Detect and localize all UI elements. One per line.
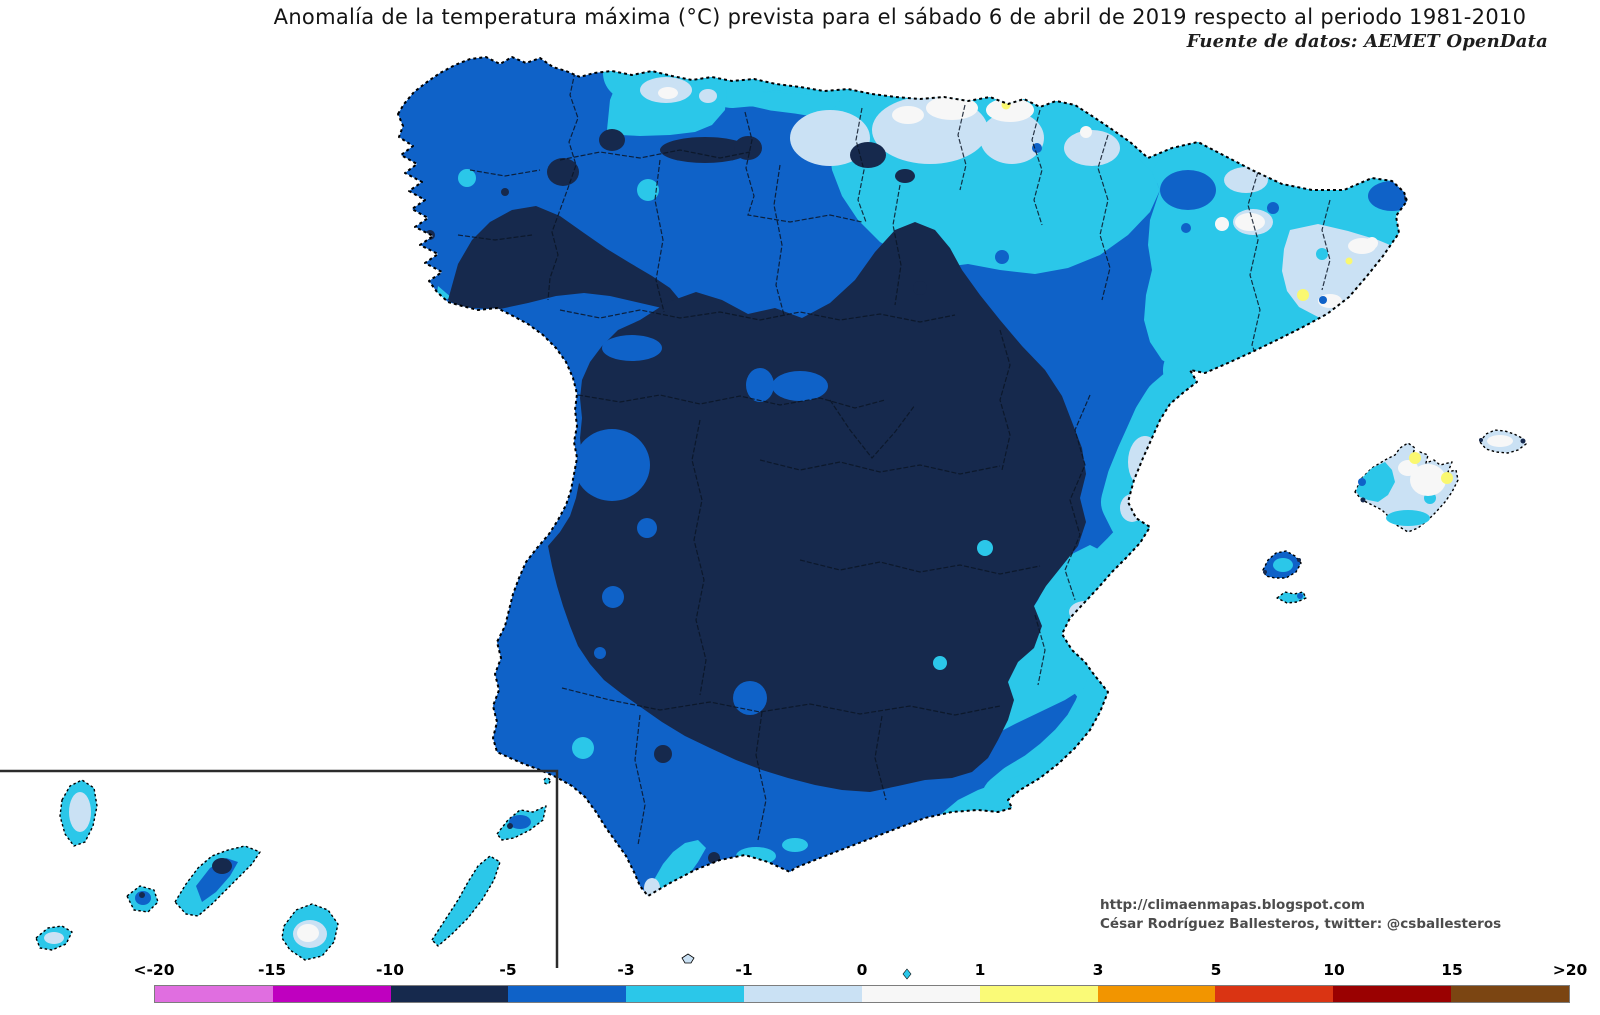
spain-coastline <box>397 56 1408 897</box>
formentera <box>1276 591 1307 604</box>
ceuta <box>681 953 695 964</box>
balearic-islands <box>1262 429 1527 604</box>
melilla <box>902 968 912 980</box>
legend-tick-label: 5 <box>1210 961 1222 979</box>
legend-tick-label: -15 <box>257 961 287 979</box>
credit-author: César Rodríguez Ballesteros, twitter: @c… <box>1100 916 1502 932</box>
province-borders <box>457 71 1331 846</box>
credit-website: http://climaenmapas.blogspot.com <box>1100 897 1365 913</box>
legend-tick-label: -1 <box>735 961 753 979</box>
legend-segment <box>1215 986 1334 1002</box>
legend-segment <box>1451 986 1569 1002</box>
menorca <box>1479 429 1527 454</box>
gran-canaria <box>281 903 339 961</box>
legend-tick-label: 15 <box>1441 961 1463 979</box>
legend-tick-label: 1 <box>974 961 986 979</box>
la-gomera <box>126 885 159 913</box>
legend-tick-label: -10 <box>375 961 405 979</box>
legend-tick-label: <-20 <box>133 961 175 979</box>
page-title: Anomalía de la temperatura máxima (°C) p… <box>273 5 1527 29</box>
legend-bar <box>154 985 1570 1003</box>
legend-segment <box>508 986 627 1002</box>
mallorca <box>1354 442 1459 533</box>
legend-segment <box>390 986 509 1002</box>
inset-frame <box>0 769 559 968</box>
legend-segment <box>1097 986 1216 1002</box>
lanzarote <box>496 777 551 841</box>
el-hierro <box>35 925 73 951</box>
data-source-note: Fuente de datos: AEMET OpenData <box>1186 31 1548 52</box>
legend-segment <box>744 986 862 1002</box>
legend-segment <box>272 986 391 1002</box>
legend-tick-label: 0 <box>856 961 868 979</box>
legend-segment <box>155 986 273 1002</box>
legend-segment <box>626 986 745 1002</box>
legend-tick-label: -5 <box>499 961 517 979</box>
legend-segment <box>979 986 1098 1002</box>
legend-tick-labels: <-20 -15 -10 -5 -3 -1 0 1 3 5 10 15 >20 <box>134 961 1588 981</box>
legend-segment <box>861 986 980 1002</box>
la-palma <box>59 779 98 847</box>
legend-tick-label: 10 <box>1323 961 1345 979</box>
legend-tick-label: 3 <box>1092 961 1104 979</box>
canary-islands-inset <box>0 769 559 968</box>
blue-holes-in-navy <box>574 335 828 715</box>
cyan-dots-in-navy <box>933 540 993 670</box>
fuerteventura <box>431 855 501 947</box>
tenerife <box>174 845 261 917</box>
legend-tick-label: >20 <box>1552 961 1588 979</box>
legend-segment <box>1333 986 1452 1002</box>
legend-tick-label: -3 <box>617 961 635 979</box>
cyan-dot-catalonia <box>1316 248 1328 260</box>
ibiza <box>1262 550 1302 579</box>
